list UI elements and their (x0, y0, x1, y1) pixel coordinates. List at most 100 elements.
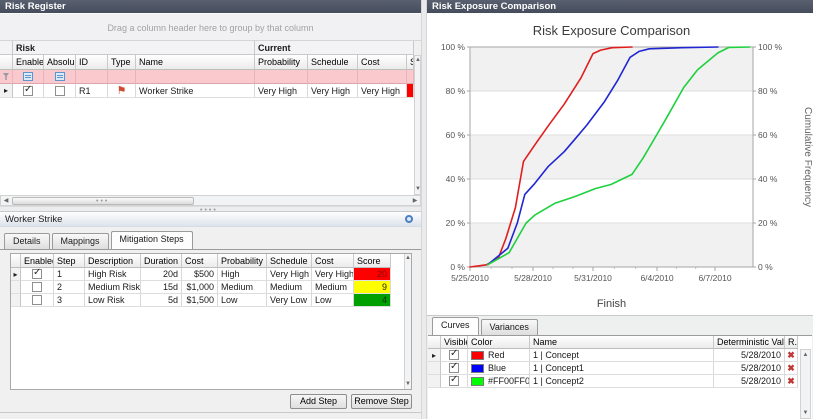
cell-cost[interactable]: $500 (182, 268, 218, 281)
cell-probability[interactable]: High (218, 268, 267, 281)
cell-enabled[interactable] (21, 294, 54, 307)
column-header-sc[interactable]: Sc (407, 55, 414, 70)
remove-x-icon[interactable]: ✖ (787, 362, 795, 373)
checkbox[interactable] (54, 85, 65, 96)
cell-score[interactable]: 9 (354, 281, 391, 294)
column-header-cost[interactable]: Cost (358, 55, 407, 70)
checkbox[interactable] (32, 295, 42, 305)
cell-enabled[interactable] (13, 84, 44, 98)
column-header-description-2[interactable]: Description (85, 254, 141, 268)
column-header-duration-3[interactable]: Duration (141, 254, 182, 268)
cell-visible[interactable] (441, 375, 468, 388)
cell-name[interactable]: 1 | Concept2 (530, 375, 714, 388)
cell-duration num[interactable]: 15d (141, 281, 182, 294)
cell-absolute[interactable] (44, 84, 76, 98)
cell-color[interactable]: #FF00FF00 (468, 375, 530, 388)
checkbox[interactable] (449, 375, 459, 386)
cell-schedule[interactable]: Medium (267, 281, 312, 294)
tab-curves[interactable]: Curves (432, 317, 479, 335)
checkbox[interactable] (32, 282, 42, 292)
cell-name[interactable]: Worker Strike (136, 84, 255, 98)
scroll-left-icon[interactable]: ◀ (3, 198, 9, 204)
pin-icon[interactable] (405, 215, 413, 223)
cell-step[interactable]: 2 (54, 281, 85, 294)
curves-table-scrollbar[interactable]: ▲ ▼ (800, 349, 811, 419)
column-header-name[interactable]: Name (530, 336, 714, 349)
column-header-id[interactable]: ID (76, 55, 108, 70)
column-header-visible[interactable]: Visible (441, 336, 468, 349)
cell-deterministic-value[interactable]: 5/28/2010 (714, 349, 785, 362)
cell-probability[interactable]: Very High (255, 84, 308, 98)
cell-cost[interactable]: $1,500 (182, 294, 218, 307)
scroll-down-icon[interactable]: ▼ (802, 410, 809, 416)
cell-cost2[interactable]: Very High (312, 268, 354, 281)
cell-schedule[interactable]: Very High (267, 268, 312, 281)
cell-step[interactable]: 1 (54, 268, 85, 281)
column-header-probability[interactable]: Probability (255, 55, 308, 70)
cell-deterministic-value[interactable]: 5/28/2010 (714, 375, 785, 388)
cell-color[interactable]: Blue (468, 362, 530, 375)
cell-duration num[interactable]: 5d (141, 294, 182, 307)
checkbox-filter-icon[interactable] (54, 72, 65, 81)
checkbox[interactable] (32, 268, 42, 279)
cell-enabled[interactable] (21, 268, 54, 281)
group-by-drop-zone[interactable]: Drag a column header here to group by th… (0, 15, 421, 41)
filter-absolute-cell[interactable] (44, 70, 76, 84)
cell-remove[interactable]: ✖ (785, 375, 798, 388)
column-group-current[interactable]: Current (255, 41, 414, 55)
add-step-button[interactable]: Add Step (290, 394, 347, 409)
mitigation-table-scrollbar[interactable]: ▲ ▼ (404, 254, 411, 389)
cell-cost[interactable]: $1,000 (182, 281, 218, 294)
scroll-up-icon[interactable]: ▲ (802, 352, 809, 358)
scroll-up-icon[interactable]: ▲ (405, 255, 411, 261)
cell-score[interactable] (407, 84, 414, 98)
column-header-absolu[interactable]: Absolu... (44, 55, 76, 70)
horizontal-splitter[interactable]: •••• (0, 206, 421, 214)
cell-schedule[interactable]: Very High (308, 84, 358, 98)
tab-details[interactable]: Details (4, 233, 50, 249)
mitigation-step-row[interactable]: 3 Low Risk 5d $1,500 Low Very Low Low 4 (11, 294, 411, 307)
column-header-schedule[interactable]: Schedule (308, 55, 358, 70)
column-header-color[interactable]: Color (468, 336, 530, 349)
filter-cell[interactable] (76, 70, 108, 84)
column-group-risk[interactable]: Risk (13, 41, 255, 55)
cell-probability[interactable]: Low (218, 294, 267, 307)
scroll-down-icon[interactable]: ▼ (415, 186, 421, 192)
cell-description[interactable]: Low Risk (85, 294, 141, 307)
cell-description[interactable]: High Risk (85, 268, 141, 281)
column-header-enabled-0[interactable]: Enabled (21, 254, 54, 268)
column-header-r[interactable]: R... (785, 336, 798, 349)
cell-remove[interactable]: ✖ (785, 362, 798, 375)
cell-remove[interactable]: ✖ (785, 349, 798, 362)
filter-cell[interactable] (308, 70, 358, 84)
cell-type[interactable]: ⚑ (108, 84, 136, 98)
column-header-name[interactable]: Name (136, 55, 255, 70)
risk-grid-vertical-scrollbar[interactable]: ▲ ▼ (414, 55, 421, 195)
scroll-up-icon[interactable]: ▲ (415, 57, 421, 63)
cell-score[interactable]: 4 (354, 294, 391, 307)
column-header-deterministic-value[interactable]: Deterministic Value (714, 336, 785, 349)
filter-cell[interactable] (358, 70, 407, 84)
vertical-splitter[interactable] (421, 0, 427, 419)
remove-x-icon[interactable]: ✖ (787, 349, 795, 360)
cell-duration num[interactable]: 20d (141, 268, 182, 281)
risk-grid-horizontal-scrollbar[interactable]: ◀ ▶ ••• (0, 195, 421, 206)
column-header-type[interactable]: Type (108, 55, 136, 70)
checkbox[interactable] (449, 362, 459, 373)
column-header-probability-5[interactable]: Probability (218, 254, 267, 268)
cell-cost2[interactable]: Medium (312, 281, 354, 294)
column-header-enabled[interactable]: Enabled (13, 55, 44, 70)
checkbox[interactable] (449, 349, 459, 360)
tab-variances[interactable]: Variances (480, 319, 538, 335)
cell-color[interactable]: Red (468, 349, 530, 362)
scroll-right-icon[interactable]: ▶ (412, 198, 418, 204)
scrollbar-thumb[interactable] (12, 197, 194, 205)
cell-visible[interactable] (441, 349, 468, 362)
cell-description[interactable]: Medium Risk (85, 281, 141, 294)
cell-step[interactable]: 3 (54, 294, 85, 307)
remove-x-icon[interactable]: ✖ (787, 375, 795, 386)
